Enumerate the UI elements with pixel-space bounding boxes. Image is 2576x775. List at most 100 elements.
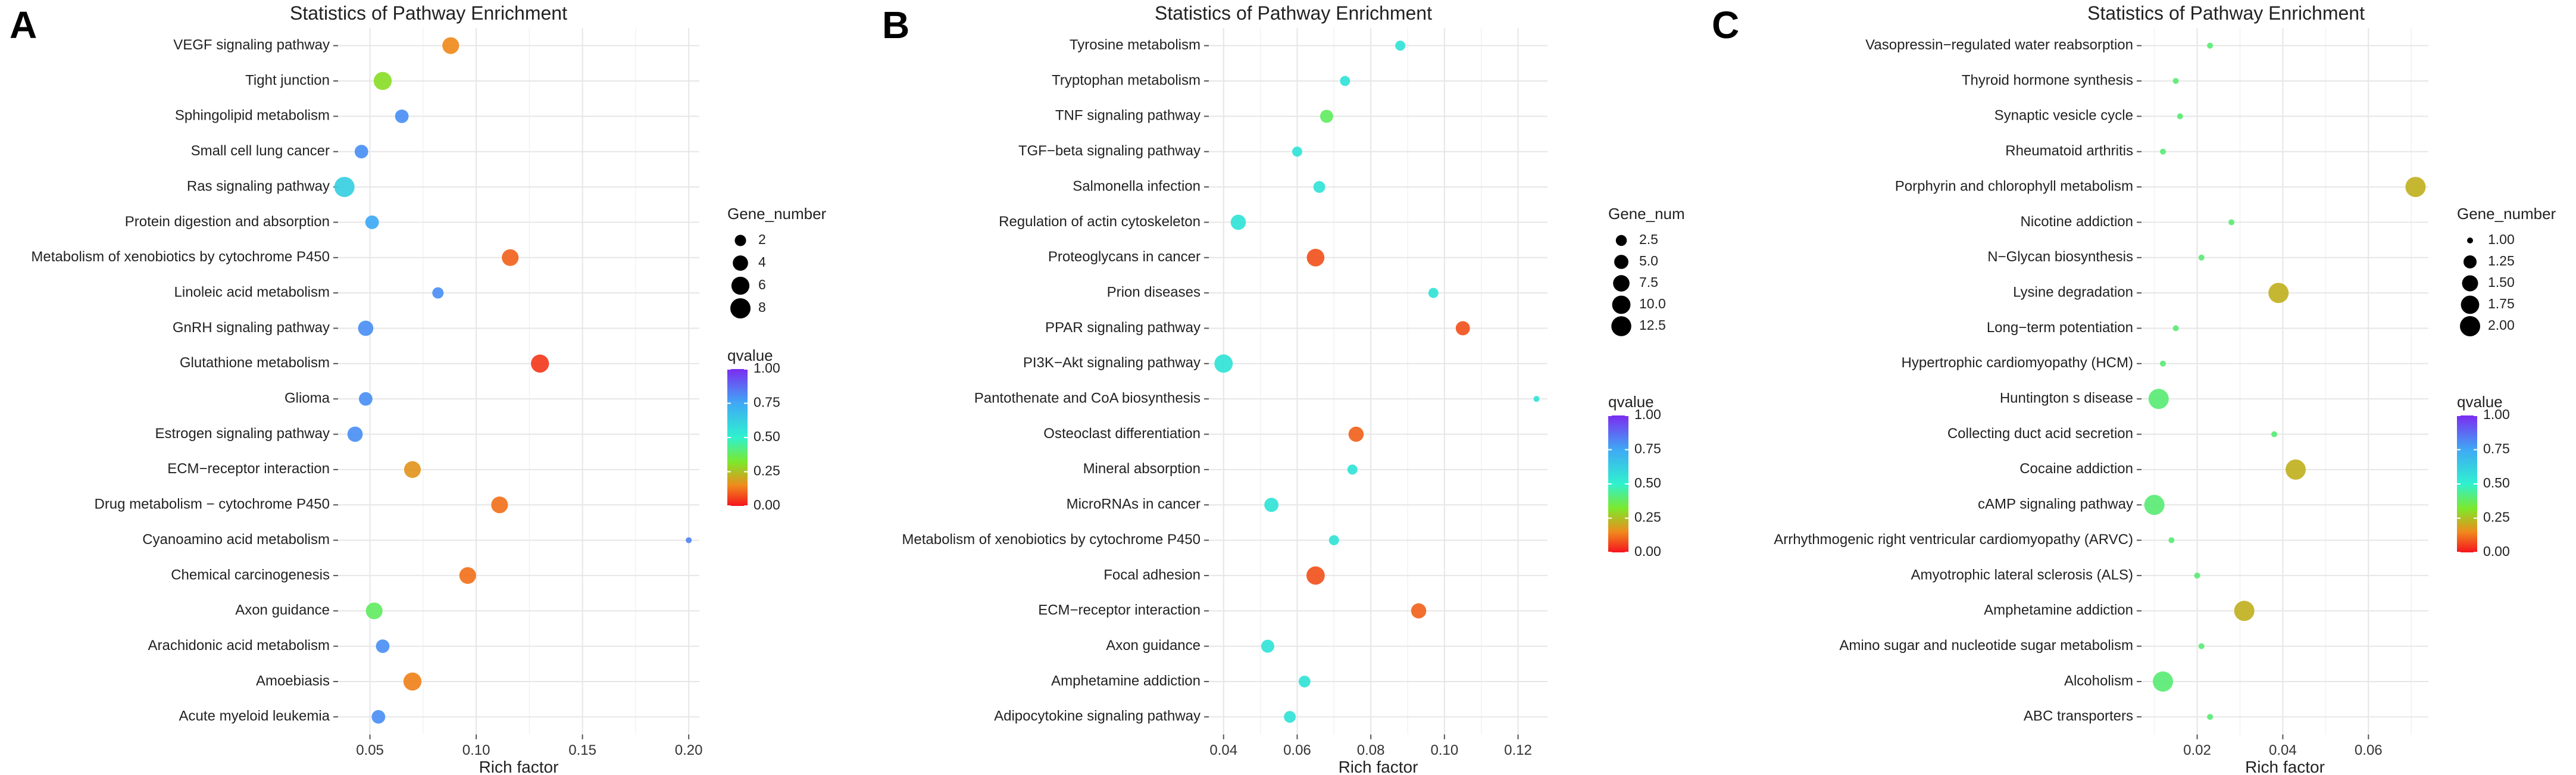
- size-legend-label: 2.00: [2488, 317, 2515, 333]
- data-point: [2159, 360, 2166, 367]
- pathway-label: Axon guidance: [235, 602, 330, 618]
- x-tick-label: 0.04: [1209, 742, 1237, 758]
- color-legend-label: 0.50: [2483, 475, 2510, 490]
- pathway-label: Tight junction: [245, 72, 330, 88]
- data-point: [1411, 603, 1427, 619]
- pathway-label: Arachidonic acid metabolism: [148, 638, 330, 654]
- data-point: [1261, 639, 1274, 653]
- pathway-label: Drug metabolism − cytochrome P450: [94, 496, 330, 512]
- pathway-label: GnRH signaling pathway: [173, 320, 330, 336]
- x-tick-label: 0.10: [462, 742, 490, 758]
- pathway-label: Sphingolipid metabolism: [175, 108, 330, 124]
- data-point: [1306, 566, 1325, 585]
- pathway-label: N−Glycan biosynthesis: [1987, 249, 2133, 265]
- panel-b: B Statistics of Pathway Enrichment 0.04 0.0…: [882, 2, 1685, 775]
- data-point: [2148, 389, 2169, 410]
- plot-area: [1209, 28, 1548, 735]
- data-point: [1298, 676, 1311, 688]
- pathway-label: Proteoglycans in cancer: [1048, 249, 1201, 265]
- data-point: [1214, 354, 1233, 373]
- size-legend-label: 2: [758, 232, 766, 247]
- pathway-label: Protein digestion and absorption: [125, 214, 330, 230]
- data-point: [1230, 214, 1246, 230]
- x-tick-label: 0.06: [1283, 742, 1311, 758]
- pathway-label: Alcoholism: [2064, 673, 2133, 689]
- pathway-label: Focal adhesion: [1103, 567, 1201, 583]
- pathway-label: ECM−receptor interaction: [167, 461, 330, 477]
- size-legend-dot: [2464, 255, 2477, 268]
- size-legend-dot: [734, 235, 746, 246]
- data-point: [2177, 113, 2183, 120]
- x-axis-label: Rich factor: [1339, 758, 1418, 775]
- pathway-label: Ras signaling pathway: [187, 178, 330, 194]
- size-legend-label: 4: [758, 254, 766, 270]
- pathway-label: Hypertrophic cardiomyopathy (HCM): [1902, 355, 2133, 371]
- size-legend-dot: [1615, 235, 1627, 246]
- pathway-label: PPAR signaling pathway: [1045, 320, 1201, 336]
- color-legend-title: qvalue: [2457, 393, 2503, 411]
- data-point: [373, 71, 392, 90]
- data-point: [432, 287, 444, 299]
- size-legend-label: 10.0: [1639, 296, 1666, 311]
- data-point: [365, 602, 383, 620]
- data-point: [376, 639, 390, 654]
- size-legend-label: 8: [758, 299, 766, 315]
- data-point: [2207, 714, 2214, 720]
- data-point: [1347, 464, 1358, 475]
- size-legend-dot: [1611, 316, 1631, 336]
- color-legend-label: 1.00: [1634, 407, 1661, 422]
- size-legend-dot: [2467, 238, 2473, 243]
- color-legend-title: qvalue: [727, 346, 773, 364]
- pathway-label: Cyanoamino acid metabolism: [142, 532, 330, 548]
- pathway-label: cAMP signaling pathway: [1978, 496, 2133, 512]
- data-point: [2172, 325, 2179, 332]
- data-point: [2194, 572, 2200, 579]
- data-point: [1284, 711, 1296, 723]
- size-legend-dot: [730, 298, 751, 318]
- data-point: [2268, 283, 2289, 304]
- size-legend-dot: [2462, 275, 2478, 292]
- data-point: [2172, 78, 2179, 85]
- data-point: [371, 710, 386, 724]
- pathway-label: Osteoclast differentiation: [1043, 426, 1201, 442]
- panel-letter: C: [1712, 4, 1739, 46]
- pathway-label: Salmonella infection: [1073, 178, 1201, 194]
- data-point: [1328, 535, 1339, 546]
- size-legend-dot: [2461, 295, 2480, 314]
- data-point: [2234, 601, 2255, 621]
- pathway-label: Amphetamine addiction: [1984, 602, 2133, 618]
- pathway-label: Collecting duct acid secretion: [1947, 426, 2133, 442]
- panel-c: C Statistics of Pathway Enrichment 0.02 0.0…: [1712, 2, 2556, 775]
- color-legend-label: 0.25: [754, 463, 780, 479]
- pathway-label: Glioma: [285, 390, 330, 407]
- chart-title: Statistics of Pathway Enrichment: [2087, 2, 2365, 24]
- color-legend-label: 0.75: [2483, 441, 2510, 457]
- data-point: [2405, 177, 2426, 198]
- data-point: [2228, 219, 2235, 226]
- pathway-label: Adipocytokine signaling pathway: [994, 708, 1201, 724]
- pathway-label: Amoebiasis: [256, 673, 330, 689]
- size-legend-label: 12.5: [1639, 317, 1666, 333]
- pathway-label: VEGF signaling pathway: [173, 37, 330, 53]
- pathway-label: Prion diseases: [1107, 284, 1201, 300]
- data-point: [2144, 495, 2165, 515]
- data-point: [1348, 426, 1364, 442]
- pathway-label: Chemical carcinogenesis: [171, 567, 330, 583]
- panel-letter: A: [10, 4, 37, 46]
- size-legend-title: Gene_number: [2457, 205, 2556, 223]
- panel-letter: B: [882, 4, 909, 46]
- data-point: [354, 145, 368, 159]
- data-point: [2198, 254, 2205, 261]
- size-legend-dot: [1613, 275, 1630, 292]
- plot-area: [2142, 28, 2428, 735]
- pathway-label: Glutathione metabolism: [180, 355, 330, 371]
- color-legend-label: 0.25: [1634, 510, 1661, 525]
- x-tick-label: 0.05: [356, 742, 384, 758]
- data-point: [334, 177, 355, 198]
- x-axis-label: Rich factor: [479, 758, 559, 775]
- x-tick-label: 0.20: [675, 742, 703, 758]
- size-legend-label: 1.75: [2488, 296, 2515, 311]
- data-point: [2285, 459, 2306, 480]
- data-point: [491, 496, 508, 514]
